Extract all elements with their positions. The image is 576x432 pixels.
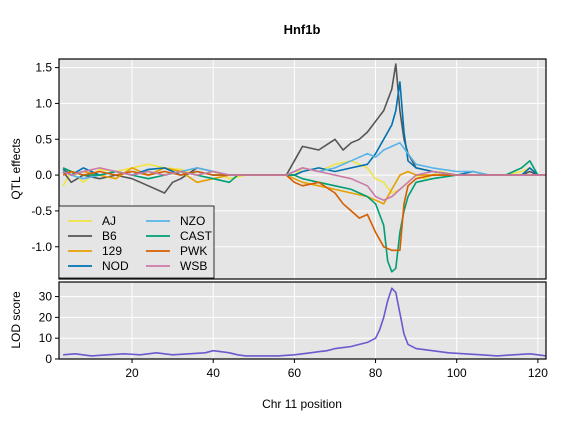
lod-y-tick-label: 0 <box>45 352 52 366</box>
x-tick-label: 60 <box>288 366 302 380</box>
legend-label: PWK <box>180 244 207 258</box>
effects-y-ticks: -1.0 -0.5 0.0 0.5 1.0 1.5 <box>31 61 59 254</box>
legend-label: WSB <box>180 259 207 273</box>
lod-plot-frame <box>58 281 547 360</box>
lod-series-line <box>63 287 547 357</box>
effects-y-tick-label: 1.5 <box>35 61 52 75</box>
effects-gridlines <box>59 59 546 279</box>
x-tick-label: 20 <box>125 366 139 380</box>
legend-item-nzo: NZO <box>146 214 205 228</box>
legend-item-aj: AJ <box>68 214 116 228</box>
effects-y-tick-label: -1.0 <box>31 240 52 254</box>
x-tick-label: 100 <box>447 366 467 380</box>
legend-item-129: 129 <box>68 244 122 258</box>
legend-item-pwk: PWK <box>146 244 207 258</box>
effects-panel: -1.0 -0.5 0.0 0.5 1.0 1.5 QTL effects AJB6129… <box>9 58 547 280</box>
legend-label: CAST <box>180 229 213 243</box>
legend-label: NOD <box>102 259 129 273</box>
x-tick-label: 40 <box>207 366 221 380</box>
legend-item-cast: CAST <box>146 229 213 243</box>
legend-item-nod: NOD <box>68 259 129 273</box>
lod-y-tick-label: 30 <box>39 290 53 304</box>
x-tick-label: 120 <box>528 366 548 380</box>
chart-title: Hnf1b <box>284 22 321 37</box>
lod-y-tick-label: 10 <box>39 331 53 345</box>
x-tick-label: 80 <box>369 366 383 380</box>
effects-y-tick-label: 1.0 <box>35 96 52 110</box>
effects-y-tick-label: 0.0 <box>35 168 52 182</box>
legend-label: AJ <box>102 214 116 228</box>
lod-y-ticks: 0 10 20 30 <box>39 290 59 366</box>
effects-series-lines <box>62 63 546 273</box>
effects-y-axis-label: QTL effects <box>9 138 23 199</box>
legend-label: 129 <box>102 244 122 258</box>
lod-y-tick-label: 20 <box>39 310 53 324</box>
legend-label: B6 <box>102 229 117 243</box>
legend-item-b6: B6 <box>68 229 117 243</box>
effects-y-tick-label: -0.5 <box>31 204 52 218</box>
series-line-wsb <box>62 167 546 201</box>
lod-curve <box>63 287 547 357</box>
lod-panel: 0 10 20 30 20 40 60 80 100 120 LOD score Chr 11 … <box>9 281 548 411</box>
x-ticks: 20 40 60 80 100 120 <box>125 359 548 380</box>
effects-plot-frame <box>58 58 547 280</box>
lod-plot-background <box>59 282 546 359</box>
legend-label: NZO <box>180 214 205 228</box>
x-axis-label: Chr 11 position <box>262 397 342 411</box>
legend-item-wsb: WSB <box>146 259 207 273</box>
lod-y-axis-label: LOD score <box>9 291 23 349</box>
effects-y-tick-label: 0.5 <box>35 132 52 146</box>
